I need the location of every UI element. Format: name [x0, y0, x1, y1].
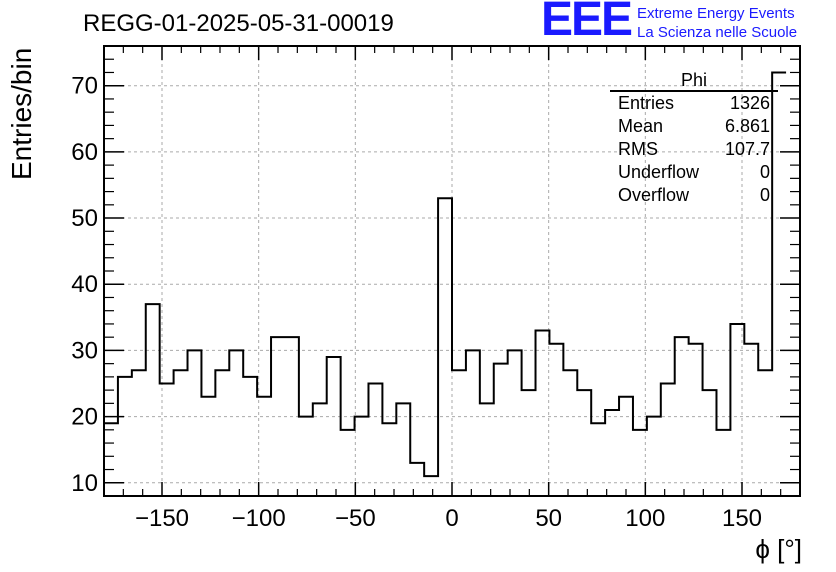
stats-row-overflow: Overflow 0 [610, 184, 778, 207]
stats-value: 1326 [729, 93, 770, 113]
plot-frame [103, 45, 801, 497]
y-tick-label: 40 [71, 271, 98, 298]
stats-value: 6.861 [724, 116, 770, 136]
x-tick-label: −50 [335, 505, 376, 532]
y-tick-label: 70 [71, 73, 98, 100]
stats-label: Underflow [618, 162, 700, 182]
y-tick-label: 10 [71, 470, 98, 497]
x-tick-label: −150 [135, 505, 189, 532]
x-tick-label: −100 [232, 505, 286, 532]
x-tick-label: 0 [445, 505, 458, 532]
eee-logo: EEE [541, 0, 633, 46]
x-tick-label: 150 [722, 505, 762, 532]
axis-ticks [104, 45, 800, 497]
x-tick-label: 100 [625, 505, 665, 532]
stats-label: RMS [618, 139, 658, 159]
x-tick-label: 50 [535, 505, 562, 532]
y-axis-label: Entries/bin [6, 47, 37, 180]
y-tick-label: 30 [71, 337, 98, 364]
chart-title: REGG-01-2025-05-31-00019 [83, 10, 394, 37]
stats-value: 0 [759, 185, 770, 205]
stats-label: Mean [618, 116, 664, 136]
stats-value: 107.7 [724, 139, 770, 159]
stats-label: Entries [618, 93, 675, 113]
y-tick-label: 60 [71, 139, 98, 166]
stats-row-mean: Mean 6.861 [610, 115, 778, 138]
stats-row-entries: Entries 1326 [610, 92, 778, 115]
stats-row-rms: RMS 107.7 [610, 138, 778, 161]
logo-line-2: La Scienza nelle Scuole [637, 24, 798, 41]
tick-labels: −150 −100 −50 0 50 100 150 10 20 30 40 50 60 70 [71, 73, 762, 532]
y-tick-label: 20 [71, 404, 98, 431]
stats-box: Phi Entries 1326 Mean 6.861 RMS 107.7 Un… [610, 70, 778, 207]
stats-value: 0 [759, 162, 770, 182]
stats-row-underflow: Underflow 0 [610, 161, 778, 184]
y-tick-label: 50 [71, 205, 98, 232]
stats-title: Phi [610, 70, 778, 92]
stats-label: Overflow [618, 185, 690, 205]
x-axis-label: ϕ [°] [755, 534, 802, 564]
logo-line-1: Extreme Energy Events [637, 5, 795, 22]
logo-text: Extreme Energy Events La Scienza nelle S… [637, 4, 797, 42]
histogram-outline [104, 71, 787, 478]
